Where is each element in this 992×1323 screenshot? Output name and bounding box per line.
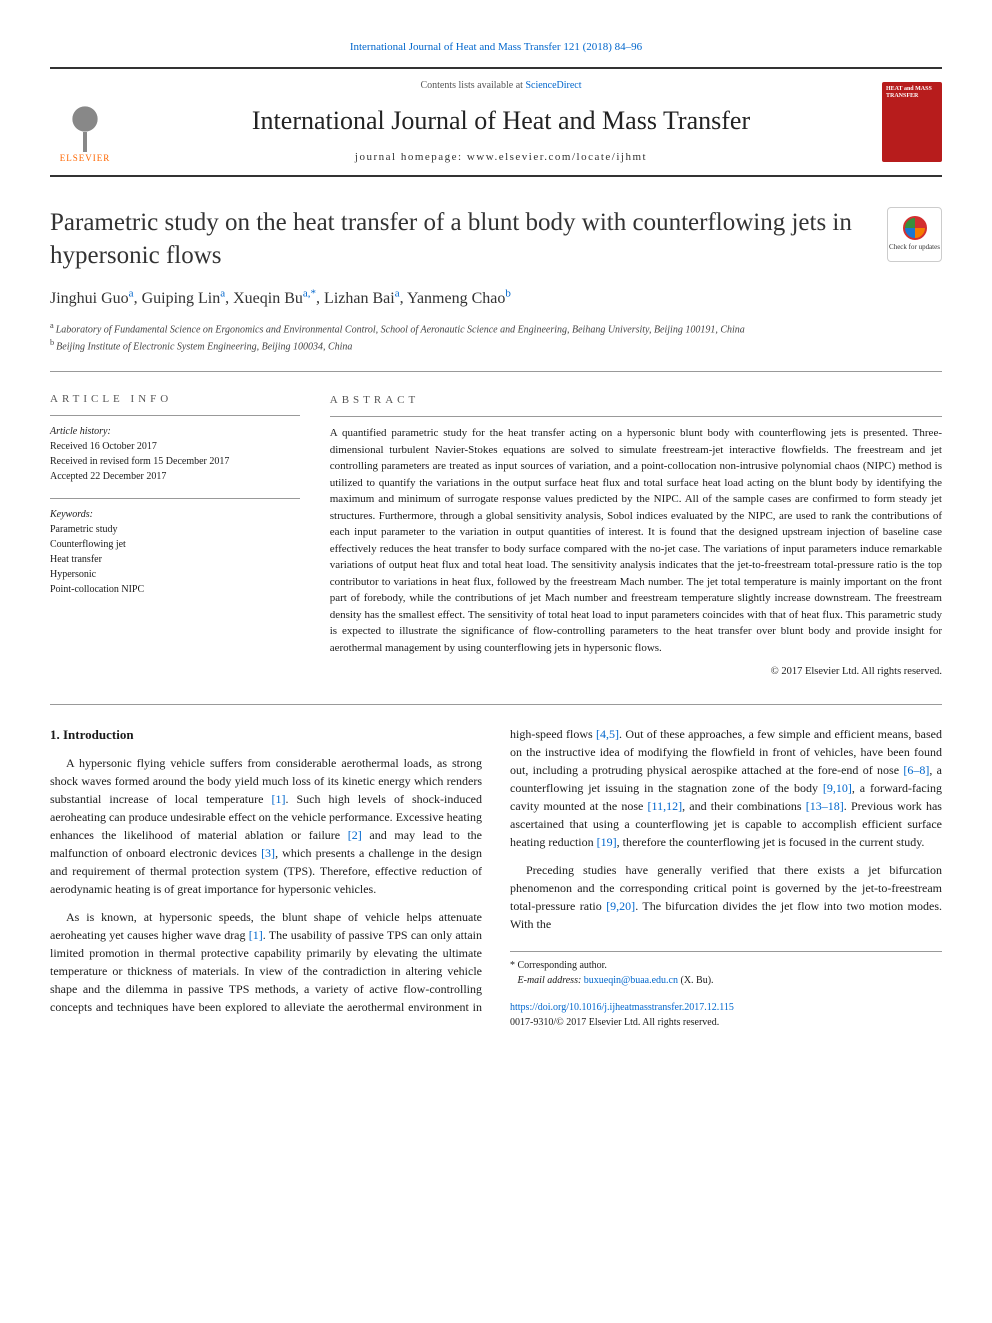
affiliation: bBeijing Institute of Electronic System …	[50, 337, 942, 354]
keyword: Counterflowing jet	[50, 539, 126, 550]
affiliation: aLaboratory of Fundamental Science on Er…	[50, 320, 942, 337]
corresponding-author-note: * Corresponding author.	[510, 958, 942, 973]
article-title: Parametric study on the heat transfer of…	[50, 207, 887, 272]
masthead: ELSEVIER Contents lists available at Sci…	[50, 67, 942, 177]
divider	[330, 416, 942, 417]
elsevier-tree-icon	[60, 97, 110, 152]
homepage-url[interactable]: www.elsevier.com/locate/ijhmt	[467, 151, 647, 163]
divider	[50, 371, 942, 372]
email-line: E-mail address: buxueqin@buaa.edu.cn (X.…	[510, 973, 942, 988]
keyword: Point-collocation NIPC	[50, 584, 144, 595]
keyword: Heat transfer	[50, 554, 102, 565]
article-info-heading: ARTICLE INFO	[50, 392, 300, 407]
citation-link[interactable]: [9,20]	[606, 899, 635, 913]
author: Xueqin Bua,*	[233, 290, 316, 307]
article-info: ARTICLE INFO Article history: Received 1…	[50, 392, 300, 680]
author: Yanmeng Chaob	[407, 290, 511, 307]
article-history: Article history: Received 16 October 201…	[50, 424, 300, 484]
running-head: International Journal of Heat and Mass T…	[50, 40, 942, 55]
masthead-center: Contents lists available at ScienceDirec…	[120, 79, 882, 165]
contents-available-line: Contents lists available at ScienceDirec…	[120, 79, 882, 93]
page-root: International Journal of Heat and Mass T…	[0, 0, 992, 1070]
homepage-line: journal homepage: www.elsevier.com/locat…	[120, 150, 882, 165]
keywords-block: Keywords: Parametric study Counterflowin…	[50, 507, 300, 597]
doi-link[interactable]: https://doi.org/10.1016/j.ijheatmasstran…	[510, 1002, 734, 1013]
aff-link[interactable]: a	[395, 287, 400, 299]
citation-link[interactable]: [11,12]	[648, 799, 683, 813]
footnotes: * Corresponding author. E-mail address: …	[510, 951, 942, 1030]
author: Lizhan Baia	[324, 290, 400, 307]
author-list: Jinghui Guoa, Guiping Lina, Xueqin Bua,*…	[50, 286, 942, 310]
divider	[50, 498, 300, 499]
body-paragraph: Preceding studies have generally verifie…	[510, 861, 942, 933]
author: Jinghui Guoa	[50, 290, 134, 307]
aff-link[interactable]: a	[129, 287, 134, 299]
citation-link[interactable]: [13–18]	[806, 799, 844, 813]
issn-copyright: 0017-9310/© 2017 Elsevier Ltd. All right…	[510, 1017, 719, 1028]
crossmark-icon	[903, 216, 927, 240]
publisher-logo: ELSEVIER	[50, 80, 120, 165]
body-paragraph: A hypersonic flying vehicle suffers from…	[50, 754, 482, 898]
aff-link[interactable]: b	[505, 287, 511, 299]
sciencedirect-link[interactable]: ScienceDirect	[525, 80, 581, 91]
citation-link[interactable]: [3]	[261, 846, 275, 860]
citation-link[interactable]: [9,10]	[823, 781, 852, 795]
publisher-logo-text: ELSEVIER	[60, 152, 111, 165]
abstract: ABSTRACT A quantified parametric study f…	[330, 392, 942, 680]
section-heading: 1. Introduction	[50, 725, 482, 745]
author: Guiping Lina	[142, 290, 226, 307]
aff-link[interactable]: a,*	[303, 287, 316, 299]
keyword: Parametric study	[50, 524, 117, 535]
article-header: Parametric study on the heat transfer of…	[50, 207, 942, 272]
journal-cover-thumb: HEAT and MASS TRANSFER	[882, 82, 942, 162]
doi-block: https://doi.org/10.1016/j.ijheatmasstran…	[510, 1000, 942, 1030]
running-head-link[interactable]: International Journal of Heat and Mass T…	[350, 41, 642, 53]
citation-link[interactable]: [4,5]	[596, 727, 619, 741]
citation-link[interactable]: [2]	[348, 828, 362, 842]
citation-link[interactable]: [6–8]	[903, 763, 929, 777]
citation-link[interactable]: [19]	[597, 835, 617, 849]
abstract-text: A quantified parametric study for the he…	[330, 425, 942, 656]
journal-name: International Journal of Heat and Mass T…	[120, 103, 882, 139]
corresponding-email-link[interactable]: buxueqin@buaa.edu.cn	[584, 975, 678, 986]
citation-link[interactable]: [1]	[271, 792, 285, 806]
check-updates-badge[interactable]: Check for updates	[887, 207, 942, 262]
info-abstract-row: ARTICLE INFO Article history: Received 1…	[50, 392, 942, 680]
divider	[50, 415, 300, 416]
citation-link[interactable]: [1]	[249, 928, 263, 942]
abstract-heading: ABSTRACT	[330, 392, 942, 409]
aff-link[interactable]: a	[220, 287, 225, 299]
keyword: Hypersonic	[50, 569, 96, 580]
body-two-column: 1. Introduction A hypersonic flying vehi…	[50, 725, 942, 1030]
divider	[50, 704, 942, 705]
affiliations: aLaboratory of Fundamental Science on Er…	[50, 320, 942, 355]
abstract-copyright: © 2017 Elsevier Ltd. All rights reserved…	[330, 664, 942, 680]
